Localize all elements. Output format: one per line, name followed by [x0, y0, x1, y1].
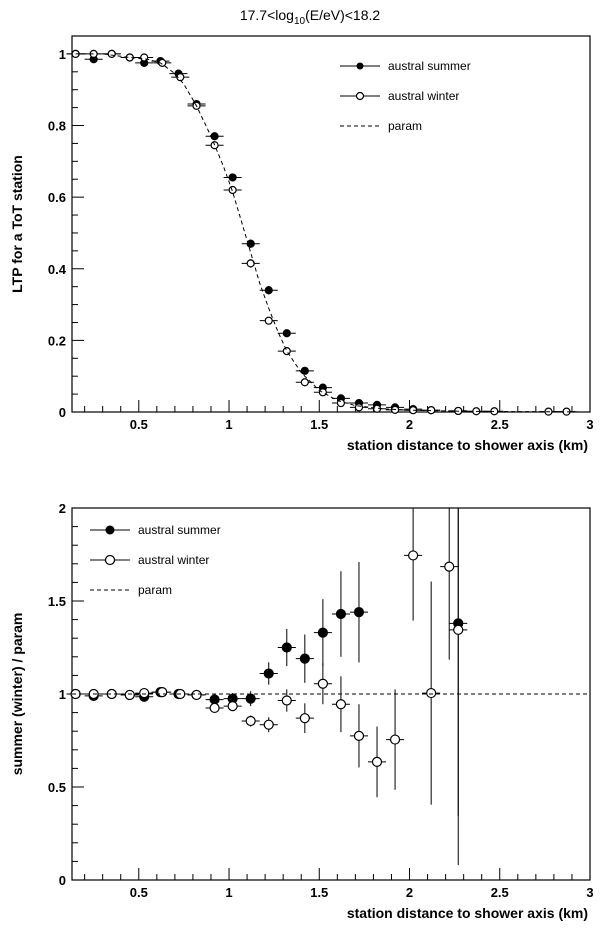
bottom-summer-point — [245, 693, 256, 704]
bottom-winter-point — [191, 689, 202, 701]
bottom-y-tick-label: 1.5 — [48, 594, 66, 609]
bottom-y-axis-title: summer (winter) / param — [9, 613, 25, 776]
top-winter-point — [140, 53, 149, 62]
top-summer-point — [300, 366, 309, 375]
top-winter-point — [300, 378, 309, 387]
top-legend: austral summer austral winter param — [340, 59, 471, 133]
bottom-x-tick-label: 1.5 — [310, 885, 328, 900]
bottom-winter-point — [389, 734, 401, 745]
top-winter-point — [282, 347, 291, 356]
top-data — [66, 49, 591, 416]
bottom-winter-point — [227, 700, 238, 712]
bottom-legend-winter-label: austral winter — [138, 553, 209, 567]
top-legend-param-label: param — [388, 119, 422, 133]
bottom-x-tick-label: 2 — [406, 885, 413, 900]
top-y-tick-label: 0.2 — [48, 333, 66, 348]
bottom-summer-point — [299, 653, 310, 664]
top-winter-point — [264, 316, 273, 325]
bottom-winter-point — [353, 730, 365, 741]
top-legend-summer-label: austral summer — [388, 59, 471, 73]
bottom-legend: austral summer austral winter param — [90, 523, 221, 597]
bottom-winter-point — [139, 687, 150, 699]
top-y-tick-label: 0.4 — [48, 262, 67, 277]
bottom-y-tick-label: 1 — [59, 687, 66, 702]
bottom-summer-point — [209, 694, 220, 705]
bottom-x-tick-label: 2.5 — [491, 885, 509, 900]
bottom-x-axis: 0.5 1 1.5 2 2.5 3 — [84, 868, 594, 900]
bottom-x-tick-label: 3 — [586, 885, 593, 900]
top-winter-point — [107, 49, 116, 59]
bottom-winter-point — [317, 678, 328, 689]
top-summer-point — [264, 286, 273, 295]
top-legend-winter-marker — [355, 91, 365, 101]
bottom-summer-point — [353, 607, 365, 618]
bottom-legend-param-label: param — [138, 583, 172, 597]
bottom-legend-summer-marker — [105, 525, 115, 535]
top-y-tick-label: 1 — [59, 47, 66, 62]
top-y-tick-label: 0 — [59, 405, 66, 420]
bottom-legend-winter-marker — [104, 554, 116, 566]
top-x-tick-label: 2 — [406, 417, 413, 432]
top-plot-frame — [71, 35, 591, 413]
top-x-tick-label: 2.5 — [491, 417, 509, 432]
top-winter-point — [354, 403, 364, 412]
top-legend-winter-label: austral winter — [388, 89, 459, 103]
bottom-y-tick-label: 0.5 — [48, 780, 66, 795]
top-x-axis: 0.5 1 1.5 2 2.5 3 — [84, 400, 594, 432]
bottom-y-tick-label: 0 — [59, 873, 66, 888]
top-x-tick-label: 1 — [225, 417, 232, 432]
bottom-data — [66, 508, 590, 866]
top-panel: 0 0.2 0.4 0.6 0.8 1 0.5 1 1.5 2 2.5 3 LTP for a To… — [9, 35, 594, 453]
top-x-tick-label: 1.5 — [310, 417, 328, 432]
top-summer-point — [228, 173, 237, 182]
bottom-panel: 0 0.5 1 1.5 2 0.5 1 1.5 2 2.5 3 summer (winter) /… — [9, 501, 594, 921]
top-winter-point — [228, 185, 237, 195]
bottom-winter-point — [245, 715, 256, 727]
bottom-winter-point — [453, 624, 464, 635]
top-x-tick-label: 3 — [586, 417, 593, 432]
bottom-x-axis-title: station distance to shower axis (km) — [347, 905, 588, 921]
bottom-y-tick-label: 2 — [59, 501, 66, 516]
bottom-winter-point — [281, 695, 292, 706]
bottom-legend-summer-label: austral summer — [138, 523, 221, 537]
bottom-winter-point — [299, 713, 310, 724]
top-summer-point — [282, 329, 291, 338]
bottom-winter-point — [124, 689, 135, 701]
top-winter-point — [318, 388, 327, 397]
top-y-axis: 0 0.2 0.4 0.6 0.8 1 — [48, 47, 84, 420]
bottom-winter-point — [209, 702, 220, 714]
bottom-winter-point — [408, 550, 419, 561]
bottom-winter-point — [157, 687, 168, 698]
top-y-tick-label: 0.6 — [48, 190, 66, 205]
top-summer-point — [246, 239, 255, 248]
top-legend-summer-marker — [356, 62, 364, 70]
bottom-winter-point — [426, 687, 437, 699]
bottom-summer-point — [317, 627, 328, 638]
bottom-summer-point — [263, 668, 274, 679]
bottom-x-tick-label: 1 — [225, 885, 232, 900]
top-param-line — [75, 53, 591, 413]
bottom-winter-point — [444, 561, 455, 572]
bottom-summer-point — [335, 608, 347, 620]
top-y-tick-label: 0.8 — [48, 119, 66, 134]
top-x-tick-label: 0.5 — [130, 417, 148, 432]
bottom-winter-point — [371, 756, 383, 767]
top-x-axis-title: station distance to shower axis (km) — [347, 437, 588, 453]
bottom-x-tick-label: 0.5 — [130, 885, 148, 900]
bottom-y-axis: 0 0.5 1 1.5 2 — [48, 501, 84, 888]
bottom-winter-point — [335, 699, 347, 710]
bottom-winter-point — [263, 719, 274, 730]
plot-title: 17.7<log10(E/eV)<18.2 — [240, 7, 381, 27]
top-y-axis-title: LTP for a ToT station — [9, 155, 25, 293]
bottom-summer-point — [281, 642, 292, 653]
